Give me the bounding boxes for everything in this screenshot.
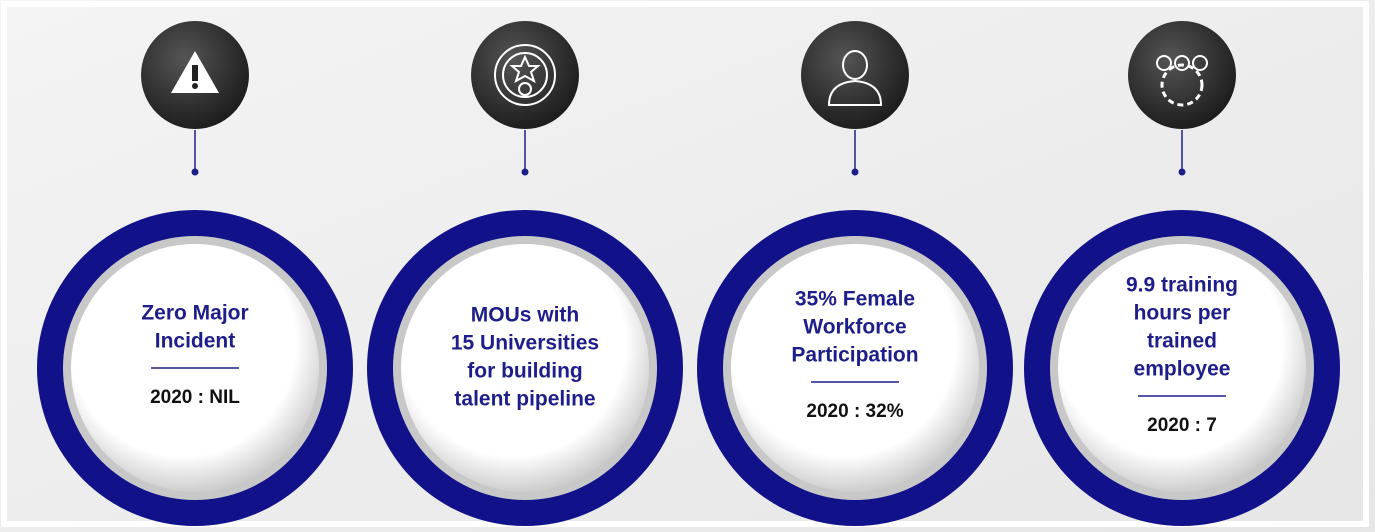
icon-glyph — [509, 54, 541, 84]
inner-disc — [1058, 244, 1306, 492]
icon-glyph — [192, 83, 198, 89]
icon-glyph — [502, 52, 548, 98]
card-title: Participation — [791, 344, 918, 367]
card-title: Workforce — [803, 316, 906, 339]
icon-glyph — [494, 44, 556, 106]
card-title: employee — [1134, 358, 1231, 381]
card-title: talent pipeline — [454, 388, 595, 411]
inner-disc — [731, 244, 979, 492]
icon-circle — [1128, 21, 1236, 129]
connector-dot — [1178, 168, 1186, 176]
icon — [171, 51, 219, 93]
connector-dot — [851, 168, 859, 176]
connector-dot — [191, 168, 199, 176]
card: MOUs with 15 Universities for building tale… — [367, 21, 683, 526]
card-title: Incident — [155, 330, 236, 353]
card-title: trained — [1147, 330, 1217, 353]
card: 9.9 training hours per trained employee 2020… — [1024, 21, 1340, 526]
connector-dot — [521, 168, 529, 176]
inner-disc — [401, 244, 649, 492]
card-title: MOUs with — [471, 304, 580, 327]
icon-glyph — [518, 82, 532, 96]
card-baseline: 2020 : NIL — [150, 387, 240, 408]
icon — [1156, 55, 1208, 107]
card-title: hours per — [1134, 302, 1231, 325]
card-title: 15 Universities — [451, 332, 599, 355]
icon — [827, 50, 883, 106]
icon-glyph — [1160, 63, 1204, 107]
card-title: Zero Major — [141, 302, 248, 325]
card-baseline: 2020 : 7 — [1147, 415, 1217, 436]
card-baseline: 2020 : 32% — [806, 401, 903, 422]
card-title: 35% Female — [795, 288, 915, 311]
card: 35% Female Workforce Participation 2020 : 3… — [697, 21, 1013, 526]
icon — [494, 44, 556, 106]
card-title: for building — [467, 360, 582, 383]
icon-glyph — [827, 79, 883, 106]
icon-glyph — [1174, 55, 1190, 71]
icon-glyph — [1192, 55, 1208, 71]
card: Zero Major Incident 2020 : NIL — [37, 21, 353, 526]
card-title: 9.9 training — [1126, 274, 1238, 297]
icon-glyph — [842, 50, 868, 80]
icon-circle — [801, 21, 909, 129]
icon-glyph — [1156, 55, 1172, 71]
cards: Zero Major Incident 2020 : NIL MOUs with 15 … — [37, 21, 1340, 526]
icon-glyph — [192, 65, 198, 81]
